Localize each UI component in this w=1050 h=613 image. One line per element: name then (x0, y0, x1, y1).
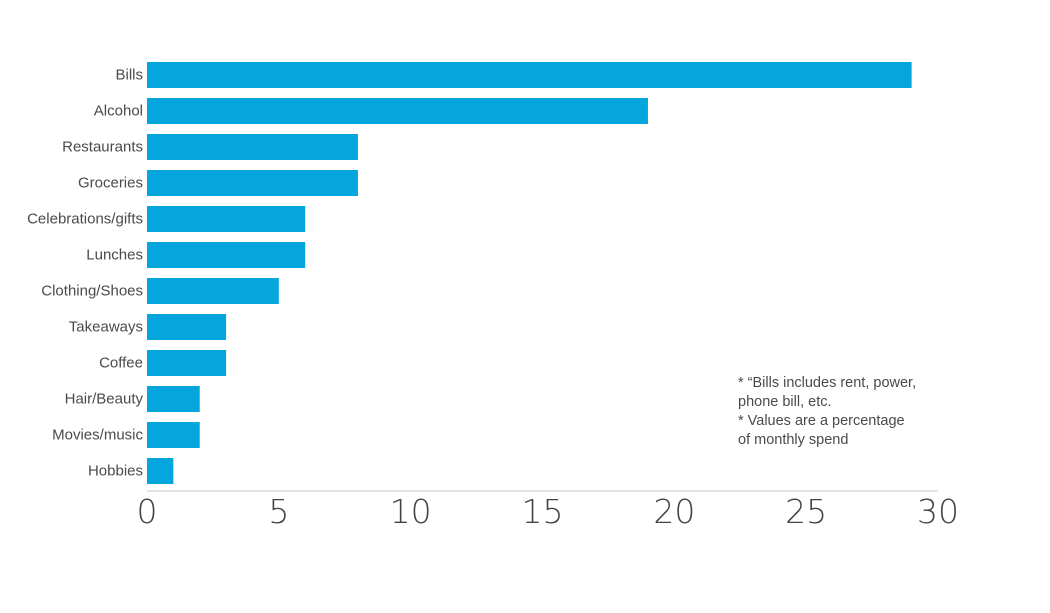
bar-hobbies (147, 458, 174, 484)
footnote-line-4: of monthly spend (738, 432, 849, 448)
category-label: Alcohol (94, 103, 143, 120)
x-tick-label: 5 (268, 492, 289, 531)
bar-clothing-shoes (147, 278, 279, 304)
footnote-line-1: * “Bills includes rent, power, (738, 375, 917, 391)
bar-lunches (147, 242, 306, 268)
x-tick-label: 20 (653, 492, 695, 531)
bar-bills (147, 62, 912, 88)
bar-coffee (147, 350, 227, 376)
category-label: Takeaways (69, 319, 143, 336)
category-label: Groceries (78, 175, 143, 192)
bars-layer (147, 62, 912, 484)
x-tick-label: 10 (390, 492, 432, 531)
category-label: Celebrations/gifts (27, 211, 143, 228)
x-axis-ticks: 0 5 10 15 20 25 30 (137, 492, 960, 531)
bar-takeaways (147, 314, 227, 340)
bar-movies-music (147, 422, 200, 448)
bar-hair-beauty (147, 386, 200, 412)
bar-groceries (147, 170, 358, 196)
footnote-line-3: * Values are a percentage (738, 413, 905, 429)
bar-celebrations-gifts (147, 206, 306, 232)
category-label: Coffee (99, 355, 143, 372)
category-label: Clothing/Shoes (41, 283, 143, 300)
footnote: * “Bills includes rent, power, phone bil… (738, 374, 998, 450)
bar-alcohol (147, 98, 648, 124)
x-tick-label: 25 (785, 492, 827, 531)
category-label: Restaurants (62, 139, 143, 156)
category-labels: Bills Alcohol Restaurants Groceries Celebrat… (27, 67, 143, 480)
category-label: Bills (115, 67, 143, 84)
x-tick-label: 0 (137, 492, 158, 531)
footnote-line-2: phone bill, etc. (738, 394, 832, 410)
bar-restaurants (147, 134, 358, 160)
category-label: Hair/Beauty (65, 391, 144, 408)
category-label: Hobbies (88, 463, 143, 480)
category-label: Movies/music (52, 427, 143, 444)
category-label: Lunches (86, 247, 143, 264)
x-tick-label: 30 (917, 492, 959, 531)
x-tick-label: 15 (522, 492, 564, 531)
